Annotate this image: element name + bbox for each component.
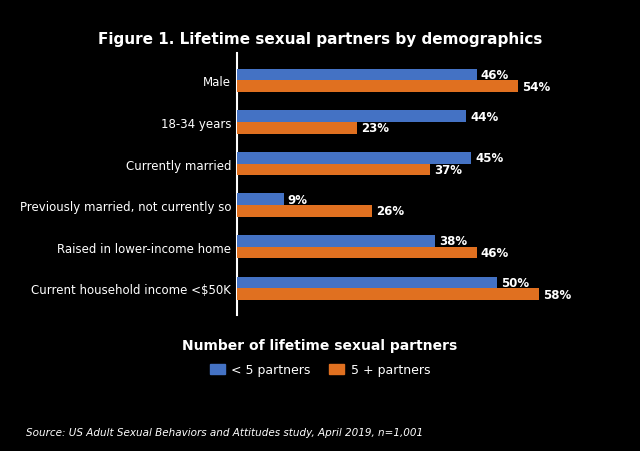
Bar (237, 235, 435, 247)
Bar (237, 206, 372, 217)
Bar (237, 69, 477, 81)
Text: 46%: 46% (481, 247, 509, 259)
Text: Number of lifetime sexual partners: Number of lifetime sexual partners (182, 338, 458, 352)
Bar (237, 164, 429, 176)
Bar (237, 247, 477, 259)
Text: 44%: 44% (470, 110, 499, 123)
Text: 9%: 9% (288, 193, 308, 207)
Legend: < 5 partners, 5 + partners: < 5 partners, 5 + partners (205, 359, 435, 382)
Text: 38%: 38% (439, 235, 467, 248)
Bar (237, 194, 284, 206)
Text: 50%: 50% (502, 276, 530, 290)
Text: 37%: 37% (434, 163, 462, 176)
Text: 58%: 58% (543, 288, 572, 301)
Bar (237, 289, 539, 300)
Bar (237, 111, 466, 123)
Bar (237, 277, 497, 289)
Bar (237, 152, 471, 164)
Text: 23%: 23% (361, 122, 389, 135)
Text: 26%: 26% (376, 205, 404, 218)
Text: 54%: 54% (522, 80, 550, 93)
Text: 46%: 46% (481, 69, 509, 82)
Text: Source: US Adult Sexual Behaviors and Attitudes study, April 2019, n=1,001: Source: US Adult Sexual Behaviors and At… (26, 428, 423, 437)
Bar (237, 123, 356, 134)
Text: 45%: 45% (476, 152, 504, 165)
Text: Figure 1. Lifetime sexual partners by demographics: Figure 1. Lifetime sexual partners by de… (98, 32, 542, 46)
Bar (237, 81, 518, 93)
